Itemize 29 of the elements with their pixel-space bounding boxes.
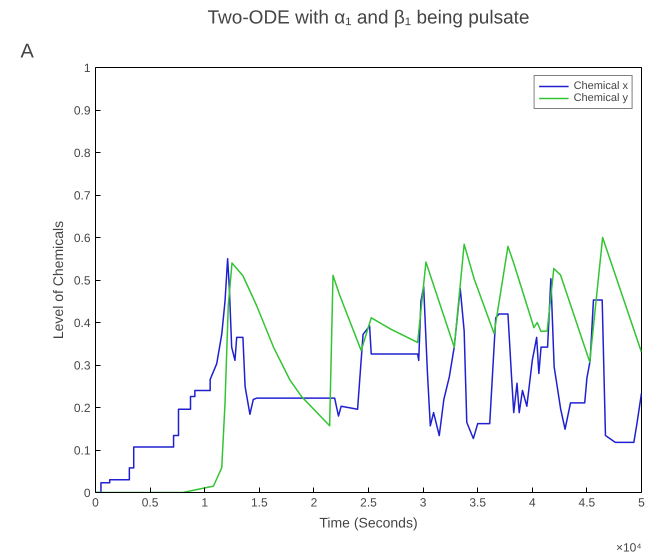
legend-label: Chemical x	[574, 80, 628, 92]
y-tick-label: 0	[84, 486, 91, 500]
x-tick-label: 0	[92, 496, 100, 510]
text: A	[20, 40, 34, 62]
x-tick-label: 1.5	[250, 496, 268, 510]
x-tick-label: 3	[420, 496, 427, 510]
x-tick-label: 4.5	[578, 496, 596, 510]
y-tick-label: 0.9	[74, 104, 91, 118]
x-tick-label: 1	[201, 496, 208, 510]
legend-label: Chemical y	[574, 92, 628, 104]
y-tick-label: 0.6	[74, 231, 91, 245]
y-tick-label: 0.7	[74, 188, 91, 202]
chart-title: Two-ODE with α₁ and β₁ being pulsate	[208, 8, 530, 28]
x-tick-label: 0.5	[142, 496, 159, 510]
x-tick-label: 4	[528, 496, 536, 510]
y-tick-label: 0.8	[74, 146, 91, 160]
y-tick-label: 0.2	[74, 401, 91, 415]
x-tick-label: 5	[638, 496, 646, 510]
text: ×10⁴	[616, 540, 642, 554]
x-tick-label: 2.5	[360, 496, 378, 510]
y-tick-label: 0.5	[74, 274, 91, 288]
y-tick-label: 1	[84, 61, 91, 75]
y-tick-label: 0.1	[74, 444, 91, 458]
x-tick-label: 2	[310, 496, 318, 510]
y-tick-label: 0.3	[74, 358, 91, 372]
y-tick-label: 0.4	[74, 316, 91, 330]
x-axis-title: Time (Seconds)	[319, 514, 418, 530]
x-tick-label: 3.5	[469, 496, 486, 510]
y-axis-title: Level of Chemicals	[50, 220, 66, 340]
